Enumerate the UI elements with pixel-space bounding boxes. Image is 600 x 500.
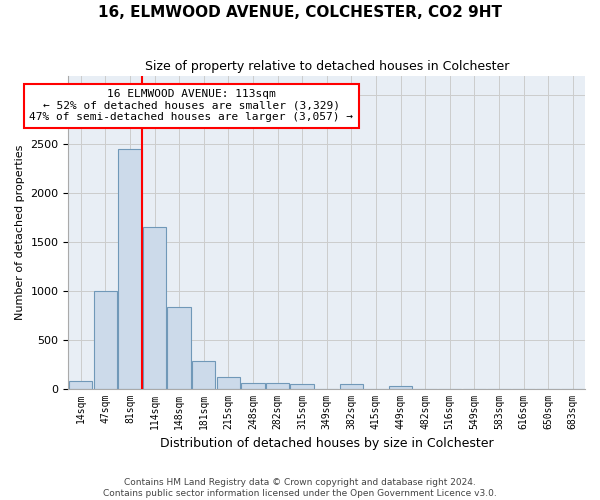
Bar <box>167 308 191 388</box>
Bar <box>118 149 142 388</box>
Bar <box>192 361 215 388</box>
Bar <box>340 384 363 388</box>
Bar <box>217 377 240 388</box>
Bar <box>94 290 117 388</box>
Text: 16, ELMWOOD AVENUE, COLCHESTER, CO2 9HT: 16, ELMWOOD AVENUE, COLCHESTER, CO2 9HT <box>98 5 502 20</box>
Y-axis label: Number of detached properties: Number of detached properties <box>15 144 25 320</box>
Bar <box>266 383 289 388</box>
X-axis label: Distribution of detached houses by size in Colchester: Distribution of detached houses by size … <box>160 437 494 450</box>
Bar <box>143 227 166 388</box>
Bar <box>389 386 412 388</box>
Bar <box>241 382 265 388</box>
Text: 16 ELMWOOD AVENUE: 113sqm
← 52% of detached houses are smaller (3,329)
47% of se: 16 ELMWOOD AVENUE: 113sqm ← 52% of detac… <box>29 89 353 122</box>
Text: Contains HM Land Registry data © Crown copyright and database right 2024.
Contai: Contains HM Land Registry data © Crown c… <box>103 478 497 498</box>
Bar <box>290 384 314 388</box>
Title: Size of property relative to detached houses in Colchester: Size of property relative to detached ho… <box>145 60 509 73</box>
Bar <box>69 381 92 388</box>
